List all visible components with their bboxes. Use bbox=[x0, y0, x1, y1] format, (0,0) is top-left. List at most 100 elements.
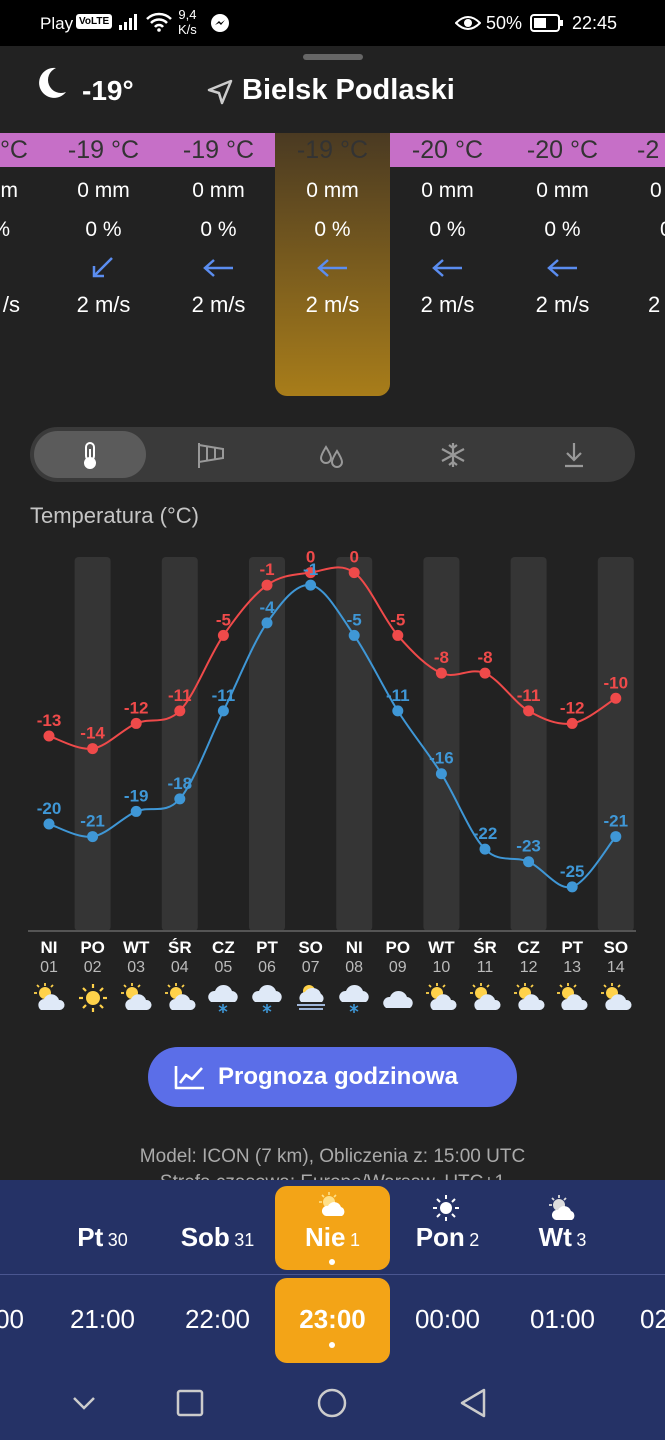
hour-tab[interactable]: 01:00 bbox=[529, 1304, 596, 1334]
day-tab[interactable]: Pt 30 bbox=[45, 1222, 160, 1253]
day-tab-name: Pon bbox=[415, 1222, 465, 1252]
day-tab[interactable]: Wt 3 bbox=[505, 1222, 620, 1253]
location-name[interactable]: Bielsk Podlaski bbox=[242, 74, 455, 106]
hourly-chance: 0 bbox=[620, 218, 665, 242]
speed-unit: K/s bbox=[178, 22, 197, 37]
recents-nav-icon[interactable] bbox=[175, 1386, 205, 1420]
day-date: 06 bbox=[258, 959, 276, 976]
max-temp-label: -5 bbox=[390, 610, 405, 629]
day-tab-number: 31 bbox=[234, 1230, 255, 1250]
sun-cloud-icon bbox=[470, 983, 501, 1010]
min-temp-point bbox=[348, 629, 360, 641]
hour-tab[interactable]: 00 bbox=[0, 1304, 24, 1334]
max-temp-label: -12 bbox=[560, 698, 585, 717]
hourly-wind-speed: 2 m/s bbox=[305, 292, 360, 317]
max-temp-label: -11 bbox=[168, 686, 192, 705]
day-label: ŚR 11 bbox=[463, 938, 507, 977]
day-label: CZ 05 bbox=[201, 938, 245, 977]
min-temp-label: -22 bbox=[473, 824, 498, 843]
hourly-column[interactable]: -20 °C 0 mm 0 % 2 m/s bbox=[390, 133, 505, 343]
day-tab[interactable]: Sob 31 bbox=[160, 1222, 275, 1253]
day-tab[interactable]: Nie 1 bbox=[275, 1222, 390, 1253]
day-name: SO bbox=[603, 938, 629, 957]
min-temp-line bbox=[48, 584, 617, 889]
day-name: PT bbox=[256, 938, 278, 957]
home-nav-icon[interactable] bbox=[315, 1386, 349, 1420]
sun-cloud-icon bbox=[319, 1192, 345, 1216]
day-name: WT bbox=[122, 938, 150, 957]
max-temp-point bbox=[392, 629, 404, 641]
hour-tab[interactable]: 22:00 bbox=[184, 1304, 251, 1334]
day-column-band bbox=[510, 557, 547, 931]
max-temp-point bbox=[566, 717, 578, 729]
hourly-wind-speed: 2 bbox=[648, 292, 661, 317]
windsock-icon[interactable] bbox=[196, 441, 226, 469]
hour-tab[interactable]: 21:00 bbox=[69, 1304, 136, 1334]
hourly-column-partial[interactable]: -2 0 0 2 bbox=[620, 133, 665, 343]
cloud-snow-icon bbox=[208, 984, 239, 1013]
download-icon[interactable] bbox=[562, 441, 586, 469]
min-temp-point bbox=[217, 705, 229, 717]
cloud-icon bbox=[383, 990, 413, 1008]
thermometer-icon[interactable] bbox=[80, 441, 100, 469]
hour-tab[interactable]: 02 bbox=[640, 1304, 665, 1334]
hour-tab-selected[interactable]: 23:00 bbox=[299, 1304, 366, 1334]
min-temp-label: -20 bbox=[37, 799, 62, 818]
day-date: 01 bbox=[40, 959, 58, 976]
current-temperature: -19° bbox=[82, 75, 134, 106]
hourly-column-selected[interactable]: -19 °C 0 mm 0 % 2 m/s bbox=[275, 133, 390, 343]
day-name: CZ bbox=[212, 938, 235, 957]
hourly-column[interactable]: -20 °C 0 mm 0 % 2 m/s bbox=[505, 133, 620, 343]
hourly-forecast-button[interactable]: Prognoza godzinowa bbox=[148, 1047, 517, 1107]
day-tab-number: 30 bbox=[107, 1230, 128, 1250]
min-temp-point bbox=[566, 881, 578, 893]
day-label: NI 08 bbox=[332, 938, 376, 977]
max-temp-label: -13 bbox=[37, 711, 62, 730]
wind-arrow-icon bbox=[432, 259, 462, 277]
selector-divider bbox=[0, 1274, 665, 1275]
day-label: NI 01 bbox=[27, 938, 71, 977]
drops-icon[interactable] bbox=[318, 441, 346, 469]
min-temp-point bbox=[435, 768, 447, 780]
hourly-precip: m bbox=[0, 179, 19, 202]
hourly-column-partial[interactable]: °C m % /s bbox=[0, 133, 58, 343]
day-tab[interactable]: Ś bbox=[620, 1222, 665, 1253]
min-temp-label: -18 bbox=[168, 774, 193, 793]
hourly-column[interactable]: -19 °C 0 mm 0 % 2 m/s bbox=[161, 133, 276, 343]
drag-handle[interactable] bbox=[303, 54, 363, 60]
hourly-chance: 0 % bbox=[314, 218, 351, 241]
sun-icon bbox=[78, 984, 107, 1012]
day-date: 03 bbox=[127, 959, 146, 976]
min-temp-label: -21 bbox=[604, 812, 629, 831]
min-temp-point bbox=[523, 856, 535, 868]
max-temp-line bbox=[48, 566, 617, 750]
day-name: PO bbox=[80, 938, 105, 957]
hourly-chance: 0 % bbox=[200, 218, 237, 241]
max-temp-label: -10 bbox=[604, 673, 629, 692]
day-date: 11 bbox=[476, 959, 494, 976]
day-tab[interactable]: 29 bbox=[0, 1222, 45, 1253]
hourly-temp: °C bbox=[0, 136, 28, 164]
min-temp-point bbox=[174, 793, 186, 805]
max-temp-label: -14 bbox=[80, 724, 105, 743]
hourly-wind-speed: 2 m/s bbox=[535, 292, 590, 317]
day-tab[interactable]: Pon 2 bbox=[390, 1222, 505, 1253]
back-nav-icon[interactable] bbox=[458, 1386, 488, 1420]
snowflake-icon[interactable] bbox=[440, 441, 466, 469]
collapse-nav-icon[interactable] bbox=[70, 1386, 98, 1420]
hourly-wind-speed: /s bbox=[2, 292, 20, 317]
battery-percent: 50% bbox=[486, 13, 523, 33]
hourly-temp: -19 °C bbox=[67, 136, 140, 164]
hour-tab[interactable]: 00:00 bbox=[414, 1304, 481, 1334]
network-speed: 9,4 K/s bbox=[178, 7, 197, 37]
sun-cloud-icon bbox=[34, 983, 65, 1010]
day-date: 07 bbox=[301, 959, 320, 976]
min-temp-label: -11 bbox=[386, 686, 410, 705]
hourly-column[interactable]: -19 °C 0 mm 0 % 2 m/s bbox=[46, 133, 161, 343]
max-temp-point bbox=[348, 567, 360, 579]
hourly-precip: 0 mm bbox=[536, 179, 589, 202]
hourly-temp: -19 °C bbox=[182, 136, 255, 164]
day-label: PO 09 bbox=[376, 938, 420, 977]
max-temp-label: -11 bbox=[517, 686, 541, 705]
day-tab-number: 3 bbox=[576, 1230, 587, 1250]
